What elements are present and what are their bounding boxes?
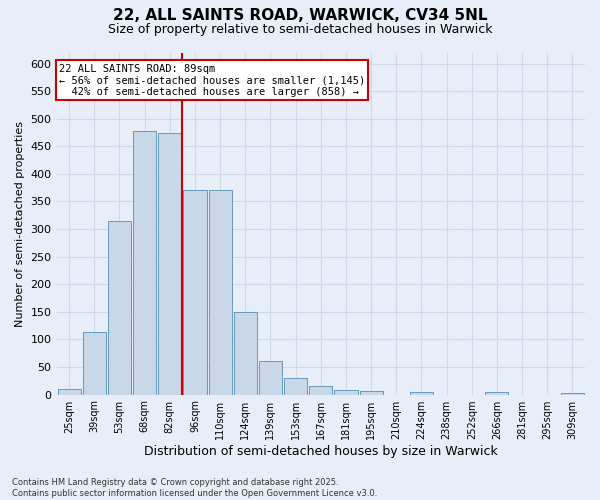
Bar bbox=[359, 390, 383, 394]
Text: Contains HM Land Registry data © Crown copyright and database right 2025.
Contai: Contains HM Land Registry data © Crown c… bbox=[12, 478, 377, 498]
Bar bbox=[334, 390, 358, 394]
Bar bbox=[184, 190, 206, 394]
Text: Size of property relative to semi-detached houses in Warwick: Size of property relative to semi-detach… bbox=[108, 22, 492, 36]
Y-axis label: Number of semi-detached properties: Number of semi-detached properties bbox=[15, 120, 25, 326]
Bar bbox=[108, 221, 131, 394]
Bar bbox=[133, 131, 156, 394]
Text: 22, ALL SAINTS ROAD, WARWICK, CV34 5NL: 22, ALL SAINTS ROAD, WARWICK, CV34 5NL bbox=[113, 8, 487, 22]
Bar bbox=[234, 312, 257, 394]
Bar bbox=[58, 389, 80, 394]
Bar bbox=[410, 392, 433, 394]
Bar bbox=[561, 393, 584, 394]
Bar bbox=[309, 386, 332, 394]
Bar bbox=[158, 132, 181, 394]
Text: 22 ALL SAINTS ROAD: 89sqm
← 56% of semi-detached houses are smaller (1,145)
  42: 22 ALL SAINTS ROAD: 89sqm ← 56% of semi-… bbox=[59, 64, 365, 96]
Bar bbox=[209, 190, 232, 394]
Bar bbox=[83, 332, 106, 394]
Bar bbox=[259, 362, 282, 394]
Bar bbox=[485, 392, 508, 394]
X-axis label: Distribution of semi-detached houses by size in Warwick: Distribution of semi-detached houses by … bbox=[144, 444, 497, 458]
Bar bbox=[284, 378, 307, 394]
